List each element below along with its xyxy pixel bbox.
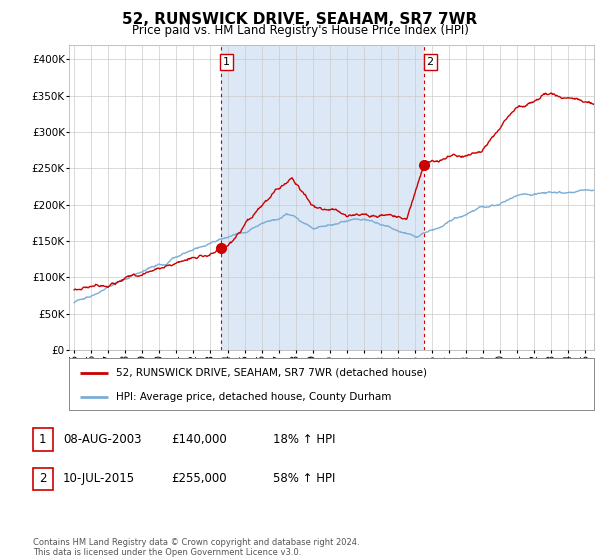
Text: 10-JUL-2015: 10-JUL-2015: [63, 472, 135, 486]
Text: Contains HM Land Registry data © Crown copyright and database right 2024.
This d: Contains HM Land Registry data © Crown c…: [33, 538, 359, 557]
Bar: [221, 45, 424, 350]
Text: 08-AUG-2003: 08-AUG-2003: [63, 433, 142, 446]
Text: Price paid vs. HM Land Registry's House Price Index (HPI): Price paid vs. HM Land Registry's House …: [131, 24, 469, 36]
Text: HPI: Average price, detached house, County Durham: HPI: Average price, detached house, Coun…: [116, 392, 392, 402]
Text: 58% ↑ HPI: 58% ↑ HPI: [273, 472, 335, 486]
Text: 2: 2: [39, 472, 47, 486]
Text: 52, RUNSWICK DRIVE, SEAHAM, SR7 7WR (detached house): 52, RUNSWICK DRIVE, SEAHAM, SR7 7WR (det…: [116, 368, 427, 378]
Text: 18% ↑ HPI: 18% ↑ HPI: [273, 433, 335, 446]
Text: 1: 1: [223, 57, 230, 67]
Text: 1: 1: [39, 433, 47, 446]
Text: £140,000: £140,000: [171, 433, 227, 446]
Text: 52, RUNSWICK DRIVE, SEAHAM, SR7 7WR: 52, RUNSWICK DRIVE, SEAHAM, SR7 7WR: [122, 12, 478, 27]
Text: 2: 2: [427, 57, 434, 67]
Text: £255,000: £255,000: [171, 472, 227, 486]
